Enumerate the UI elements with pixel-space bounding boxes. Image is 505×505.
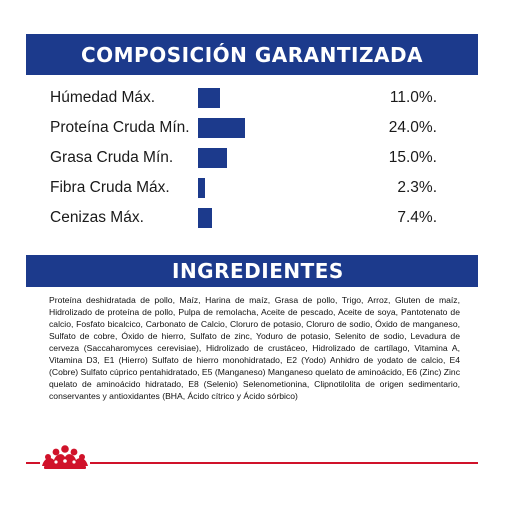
composition-bar: [198, 118, 245, 138]
royal-canin-crown-logo: [42, 445, 88, 469]
composition-label: Húmedad Máx.: [50, 89, 156, 106]
composition-value: 15.0%.: [388, 149, 437, 166]
footer-divider-right: [90, 462, 478, 464]
composition-row: Proteína Cruda Mín. 24.0%.: [0, 118, 505, 140]
composition-label: Proteína Cruda Mín.: [50, 119, 190, 136]
footer-divider-left: [26, 462, 40, 464]
ingredients-title-banner: INGREDIENTES: [26, 255, 478, 287]
composition-value: 11.0%.: [389, 89, 437, 106]
ingredients-text: Proteína deshidratada de pollo, Maíz, Ha…: [49, 295, 460, 401]
composition-label: Grasa Cruda Mín.: [50, 149, 174, 166]
composition-title: COMPOSICIÓN GARANTIZADA: [80, 42, 424, 67]
composition-value: 7.4%.: [397, 209, 437, 226]
composition-label: Fibra Cruda Máx.: [50, 179, 170, 196]
composition-value: 2.3%.: [397, 179, 437, 196]
composition-bar: [198, 88, 220, 108]
composition-row: Húmedad Máx. 11.0%.: [0, 88, 505, 110]
composition-row: Fibra Cruda Máx. 2.3%.: [0, 178, 505, 200]
composition-value: 24.0%.: [388, 119, 437, 136]
composition-bar: [198, 208, 212, 228]
composition-title-banner: COMPOSICIÓN GARANTIZADA: [26, 34, 478, 75]
ingredients-title: INGREDIENTES: [172, 259, 344, 283]
composition-label: Cenizas Máx.: [50, 209, 144, 226]
composition-bar: [198, 178, 205, 198]
composition-row: Cenizas Máx. 7.4%.: [0, 208, 505, 230]
composition-bar: [198, 148, 227, 168]
composition-row: Grasa Cruda Mín. 15.0%.: [0, 148, 505, 170]
